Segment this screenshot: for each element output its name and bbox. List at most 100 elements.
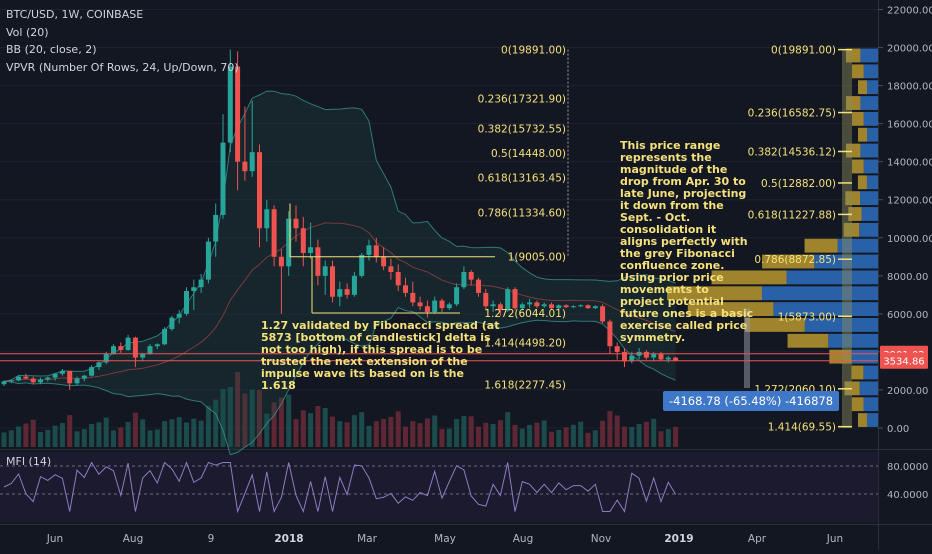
volume-bar (483, 422, 489, 447)
candle-body (308, 247, 314, 253)
vpvr-down-bar (667, 286, 762, 301)
volume-bar (468, 416, 474, 447)
candle-body (118, 346, 124, 350)
candle-body (454, 287, 460, 305)
candle-body (147, 346, 153, 354)
price-badge-label: 3534.86 (883, 357, 924, 368)
mfi-tick-label: 80.0000 (887, 462, 928, 473)
candle-body (563, 305, 569, 308)
candle-body (337, 289, 343, 297)
mfi-tick-label: 40.0000 (887, 490, 928, 501)
time-axis-label: Aug (123, 533, 144, 545)
volume-bar (184, 422, 189, 447)
fib-left-label: 1.618(2277.45) (484, 380, 566, 392)
volume-bar (578, 421, 584, 447)
fib-left-label: 0(19891.00) (501, 45, 566, 57)
candle-body (257, 152, 262, 229)
volume-bar (607, 411, 613, 447)
candle-body (600, 306, 606, 322)
candle-body (111, 346, 116, 354)
fib-confluence-zone (842, 49, 852, 428)
vpvr-up-bar (851, 349, 878, 364)
volume-bar (8, 430, 14, 447)
price-tick-label: 20000.00 (887, 44, 932, 55)
vpvr-down-bar (744, 318, 805, 332)
volume-bar (512, 425, 518, 447)
legend: BTC/USD, 1W, COINBASE Vol (20) BB (20, c… (6, 6, 239, 76)
volume-bar (162, 421, 168, 447)
candle-body (103, 353, 109, 363)
mfi-label[interactable]: MFI (14) (6, 455, 52, 468)
volume-bar (322, 408, 328, 447)
price-tick-label: 8000.00 (887, 272, 928, 283)
candle-body (278, 256, 284, 267)
candle-body (81, 375, 87, 379)
volume-bar (191, 418, 197, 447)
vpvr-up-bar (866, 413, 878, 427)
candle-body (8, 380, 14, 382)
volume-bar (330, 416, 335, 447)
volume-bar (118, 427, 124, 447)
vpvr-down-bar (845, 191, 861, 206)
price-tick-label: 6000.00 (887, 310, 928, 321)
time-axis-label: Mar (357, 533, 377, 545)
candle-body (176, 313, 182, 318)
volume-bar (629, 427, 635, 447)
vpvr-up-bar (867, 80, 878, 95)
price-tick-label: 14000.00 (887, 158, 932, 169)
candle-body (468, 272, 474, 280)
candle-body (154, 344, 160, 347)
vpvr-up-bar (804, 318, 878, 332)
legend-vol[interactable]: Vol (20) (6, 25, 49, 39)
volume-bar (585, 432, 591, 447)
price-tick-label: 22000.00 (887, 6, 932, 17)
candle-body (622, 351, 627, 362)
volume-bar (264, 413, 270, 447)
candle-body (30, 378, 36, 383)
volume-bar (125, 421, 131, 447)
volume-bar (556, 429, 562, 447)
volume-bar (395, 411, 401, 447)
volume-bar (198, 420, 204, 447)
volume-bar (176, 417, 182, 447)
vpvr-down-bar (852, 111, 864, 126)
candle-body (184, 291, 189, 314)
candle-body (629, 355, 635, 362)
vpvr-up-bar (860, 48, 878, 63)
vpvr-up-bar (860, 96, 878, 110)
candle-body (52, 373, 58, 378)
volume-bar (169, 419, 175, 447)
volume-bar (519, 428, 525, 447)
volume-bar (81, 429, 87, 447)
volume-bar (570, 424, 576, 447)
mfi-line (3, 461, 677, 514)
legend-vpvr[interactable]: VPVR (Number Of Rows, 24, Up/Down, 70) (6, 60, 239, 74)
candle-body (424, 306, 430, 312)
fib-left-label: 0.618(13163.45) (478, 173, 566, 185)
legend-symbol[interactable]: BTC/USD, 1W, COINBASE (6, 8, 144, 21)
vpvr-up-bar (814, 254, 878, 269)
candle-body (351, 275, 357, 295)
candle-body (198, 279, 204, 288)
volume-bar (505, 412, 511, 447)
volume-bar (497, 420, 503, 447)
volume-bar (417, 423, 423, 447)
vpvr-down-bar (711, 270, 787, 285)
volume-bar (30, 419, 36, 447)
volume-bar (359, 412, 365, 447)
candle-body (556, 305, 562, 309)
candle-body (235, 66, 241, 162)
candle-body (344, 289, 350, 295)
vpvr-up-bar (863, 397, 878, 412)
candle-body (505, 289, 511, 311)
candle-body (673, 357, 679, 361)
legend-bb[interactable]: BB (20, close, 2) (6, 43, 97, 56)
vpvr-down-bar (851, 365, 864, 380)
vpvr-down-bar (857, 127, 867, 142)
volume-bar (424, 418, 430, 447)
candle-body (476, 279, 481, 293)
candle-body (330, 266, 335, 297)
vpvr-up-bar (866, 127, 878, 142)
candle-body (541, 304, 547, 307)
